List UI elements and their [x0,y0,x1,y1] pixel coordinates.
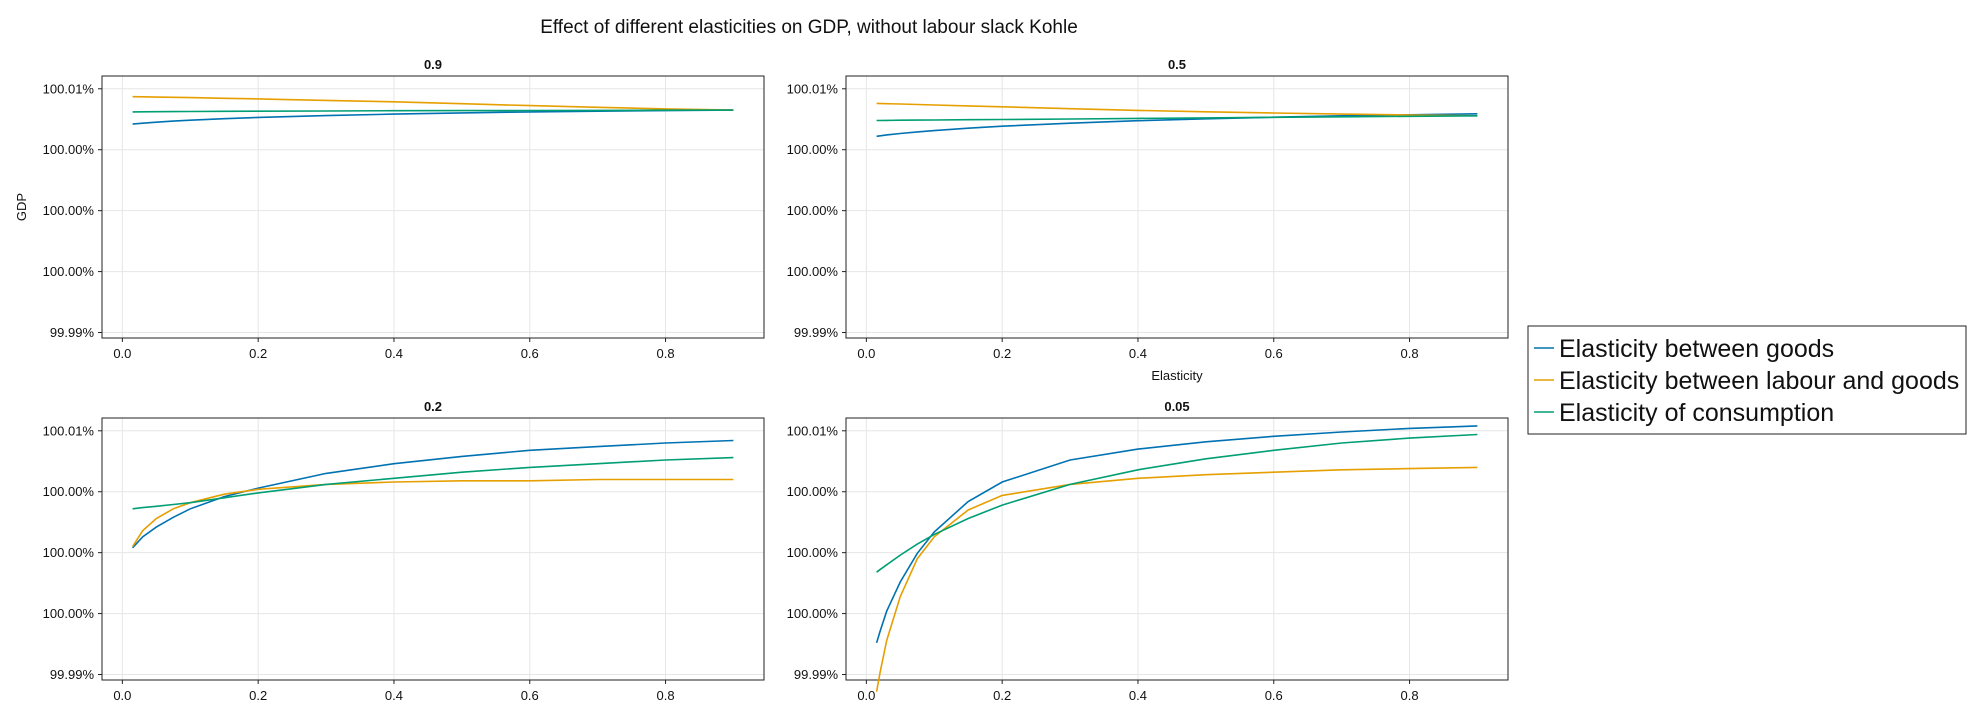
panel-0: 0.0 0.2 0.4 0.6 0.8 99.99% 100.00% 100.00% 100.0… [14,57,765,361]
x-tick-label: 0.6 [521,346,539,361]
x-tick-label: 0.2 [249,688,267,703]
x-tick-label: 0.4 [385,688,403,703]
legend-label: Elasticity between labour and goods [1559,367,1959,395]
plot-frame [845,75,1509,339]
y-tick-label: 100.00% [43,545,95,560]
y-tick-label: 100.01% [43,81,95,96]
x-tick-label: 0.6 [1265,688,1283,703]
x-tick-label: 0.0 [857,346,875,361]
y-tick-label: 100.00% [43,606,95,621]
y-tick-label: 100.00% [43,203,95,218]
series-line-1 [131,478,734,548]
figure-title: Effect of different elasticities on GDP,… [540,17,1078,38]
series-line-1 [876,102,1478,117]
y-tick-label: 99.99% [794,325,839,340]
series-line-2 [876,433,1478,573]
x-tick-label: 0.8 [1401,346,1419,361]
legend-label: Elasticity between goods [1559,335,1834,363]
legend-frame [1527,325,1967,435]
series-line-0 [876,113,1478,138]
x-axis-label: Elasticity [1151,368,1203,383]
y-tick-label: 100.00% [787,606,839,621]
plot-frame [101,417,765,681]
x-tick-label: 0.4 [1129,346,1147,361]
series-line-1 [875,466,1478,692]
x-tick-label: 0.0 [857,688,875,703]
series-line-0 [132,109,734,125]
series-line-1 [132,95,734,111]
x-tick-label: 0.6 [1265,346,1283,361]
panel-title: 0.2 [424,399,442,414]
y-tick-label: 100.00% [787,142,839,157]
y-tick-label: 100.00% [787,484,839,499]
panel-title: 0.5 [1168,57,1186,72]
legend: Elasticity between goods Elasticity betwe… [1527,325,1967,435]
x-tick-label: 0.2 [249,346,267,361]
x-tick-label: 0.4 [385,346,403,361]
x-tick-label: 0.8 [1401,688,1419,703]
plot-frame [101,75,765,339]
y-tick-label: 100.00% [787,545,839,560]
panel-3: 0.0 0.2 0.4 0.6 0.8 99.99% 100.00% 100.00% 100.0… [787,399,1509,703]
panel-title: 0.05 [1164,399,1189,414]
panel-1: 0.0 0.2 0.4 0.6 0.8 99.99% 100.00% 100.00% 100.0… [787,57,1509,383]
x-tick-label: 0.8 [657,688,675,703]
y-tick-label: 99.99% [794,667,839,682]
y-tick-label: 100.01% [787,81,839,96]
x-tick-label: 0.2 [993,688,1011,703]
x-tick-label: 0.0 [113,346,131,361]
y-tick-label: 100.00% [43,264,95,279]
x-tick-label: 0.4 [1129,688,1147,703]
series-line-0 [132,439,734,549]
y-tick-label: 100.01% [43,423,95,438]
y-tick-label: 100.00% [787,264,839,279]
panel-title: 0.9 [424,57,442,72]
y-axis-label: GDP [14,193,29,221]
panel-2: 0.0 0.2 0.4 0.6 0.8 99.99% 100.00% 100.00% 100.0… [43,399,765,703]
x-tick-label: 0.0 [113,688,131,703]
y-tick-label: 99.99% [50,325,95,340]
plot-frame [845,417,1509,681]
legend-label: Elasticity of consumption [1559,399,1834,427]
x-tick-label: 0.2 [993,346,1011,361]
y-tick-label: 100.00% [43,142,95,157]
x-tick-label: 0.6 [521,688,539,703]
y-tick-label: 99.99% [50,667,95,682]
y-tick-label: 100.00% [787,203,839,218]
x-tick-label: 0.8 [657,346,675,361]
series-line-2 [876,115,1478,122]
series-line-0 [875,425,1478,644]
y-tick-label: 100.00% [43,484,95,499]
series-line-2 [132,109,734,113]
series-line-2 [132,456,734,510]
y-tick-label: 100.01% [787,423,839,438]
